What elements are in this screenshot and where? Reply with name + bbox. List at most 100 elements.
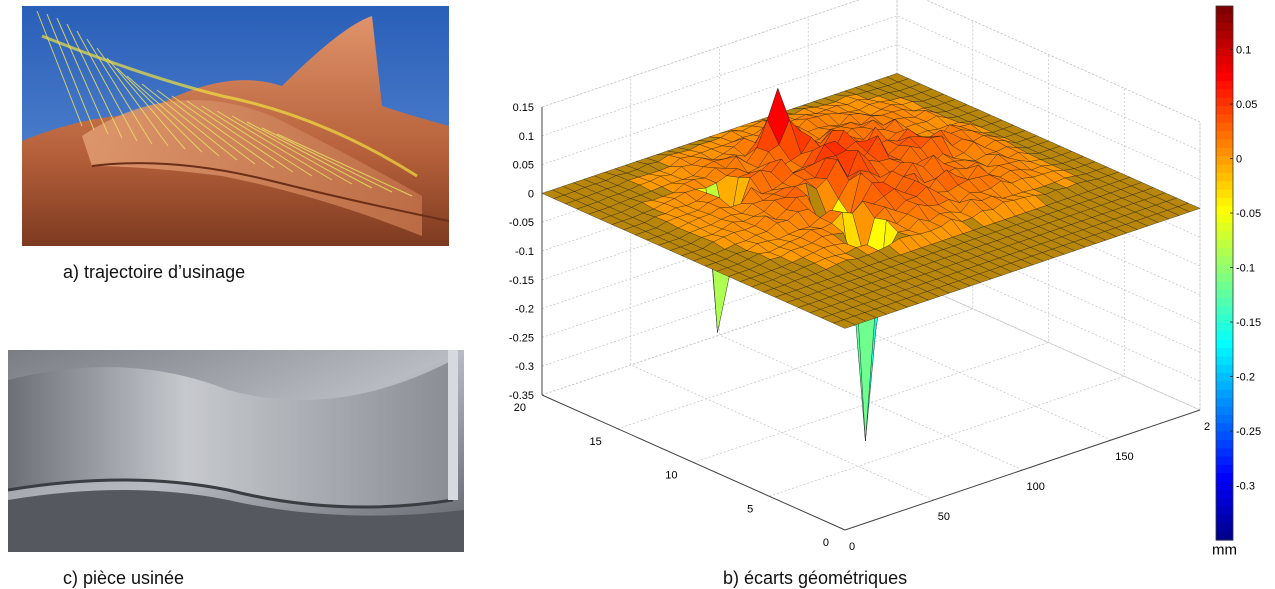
colorbar-segment — [1216, 106, 1233, 116]
colorbar-tick-label: -0.3 — [1236, 481, 1255, 493]
colorbar-segment — [1216, 81, 1233, 91]
grid-line — [541, 245, 1201, 382]
z-tick-label: 0.05 — [513, 160, 534, 172]
colorbar-segment — [1216, 72, 1233, 82]
colorbar: 0.1 0.05 0 -0.05 -0.1 -0.15 -0.2 -0.25 -0.3 mm — [1212, 5, 1261, 558]
colorbar-segment — [1216, 47, 1233, 57]
colorbar-segment — [1216, 364, 1233, 374]
axis-ticks: 0.15 0.1 0.05 0 -0.05 -0.1 -0.15 -0.2 -0.25 -0.3 -… — [509, 102, 1210, 553]
colorbar-segment — [1216, 448, 1233, 458]
x-tick-label: 0 — [849, 541, 855, 553]
colorbar-segment — [1216, 89, 1233, 99]
colorbar-tick-label: 0.1 — [1236, 45, 1251, 57]
colorbar-tick-label: 0 — [1236, 154, 1242, 166]
colorbar-segment — [1216, 439, 1233, 449]
machined-part-photo — [7, 350, 464, 552]
colorbar-segment — [1216, 373, 1233, 383]
colorbar-frame — [1215, 5, 1234, 541]
grid-line — [541, 0, 860, 108]
colorbar-segment — [1216, 489, 1233, 499]
z-tick-label: -0.25 — [509, 332, 534, 344]
colorbar-segment — [1216, 456, 1233, 466]
colorbar-segment — [1216, 264, 1233, 274]
colorbar-segment — [1216, 197, 1233, 207]
colorbar-segment — [1216, 289, 1233, 299]
colorbar-segment — [1216, 64, 1233, 74]
colorbar-segment — [1216, 239, 1233, 249]
grid-line — [541, 0, 1201, 123]
colorbar-segment — [1216, 398, 1233, 408]
colorbar-segment — [1216, 222, 1233, 232]
colorbar-tick-label: 0.05 — [1236, 99, 1257, 111]
axis-line — [541, 394, 846, 531]
colorbar-segment — [1216, 331, 1233, 341]
z-tick-label: -0.05 — [509, 217, 534, 229]
x-tick-label: 50 — [938, 511, 950, 523]
colorbar-segment — [1216, 423, 1233, 433]
colorbar-segment — [1216, 31, 1233, 40]
x-tick-label: 100 — [1027, 481, 1045, 493]
caption-c: c) pièce usinée — [63, 568, 185, 588]
colorbar-tick-label: -0.05 — [1236, 208, 1261, 220]
grid-line — [541, 44, 1201, 180]
colorbar-tick-label: -0.25 — [1236, 426, 1261, 438]
colorbar-segment — [1216, 114, 1233, 124]
colorbar-segment — [1216, 506, 1233, 516]
y-tick-label: 5 — [747, 503, 753, 515]
surface-mesh — [541, 73, 1201, 441]
z-tick-label: 0 — [528, 188, 534, 200]
colorbar-segment — [1216, 481, 1233, 491]
y-tick-label: 10 — [665, 470, 677, 482]
colorbar-segment — [1216, 414, 1233, 424]
colorbar-segment — [1216, 514, 1233, 524]
grid-line — [541, 216, 1201, 353]
colorbar-segment — [1216, 348, 1233, 358]
colorbar-segment — [1216, 189, 1233, 199]
colorbar-segment — [1216, 281, 1233, 291]
colorbar-segment — [1216, 314, 1233, 324]
colorbar-segment — [1216, 473, 1233, 483]
colorbar-segment — [1216, 298, 1233, 307]
grid-line — [617, 20, 974, 430]
colorbar-segment — [1216, 206, 1233, 216]
colorbar-segment — [1216, 97, 1233, 107]
colorbar-segment — [1216, 139, 1233, 149]
grid-line — [541, 188, 1201, 324]
y-tick-label: 0 — [823, 537, 829, 549]
colorbar-segment — [1216, 323, 1233, 333]
colorbar-segment — [1216, 156, 1233, 166]
grid-line — [541, 0, 898, 396]
colorbar-segment — [1216, 389, 1233, 399]
z-tick-label: -0.1 — [515, 246, 534, 258]
colorbar-segment — [1216, 39, 1233, 49]
colorbar-segment — [1216, 381, 1233, 391]
z-tick-label: -0.35 — [509, 390, 534, 402]
colorbar-segment — [1216, 339, 1233, 349]
colorbar-segment — [1216, 22, 1233, 32]
colorbar-segment — [1216, 14, 1233, 24]
grid-line — [541, 15, 1201, 152]
colorbar-segment — [1216, 273, 1233, 282]
grid-line — [769, 88, 1125, 497]
surface-chart: 0.15 0.1 0.05 0 -0.05 -0.1 -0.15 -0.2 -0.25 -0.3-… — [490, 0, 1275, 560]
colorbar-tick-label: -0.1 — [1236, 263, 1255, 275]
colorbar-unit-label: mm — [1212, 541, 1237, 558]
colorbar-segment — [1216, 122, 1233, 132]
toolpath-image — [22, 6, 450, 246]
z-tick-label: 0.1 — [519, 131, 534, 143]
colorbar-tick-label: -0.15 — [1236, 317, 1261, 329]
x-tick-label: 150 — [1115, 451, 1133, 463]
colorbar-segment — [1216, 531, 1233, 541]
z-tick-label: -0.15 — [509, 275, 534, 287]
colorbar-segment — [1216, 256, 1233, 266]
colorbar-segment — [1216, 406, 1233, 416]
colorbar-segment — [1216, 214, 1233, 224]
caption-a: a) trajectoire d’usinage — [63, 262, 246, 282]
surface-cell — [832, 319, 856, 329]
y-tick-label: 20 — [514, 402, 526, 414]
colorbar-segment — [1216, 172, 1233, 182]
colorbar-segment — [1216, 181, 1233, 191]
colorbar-segment — [1216, 56, 1233, 66]
z-tick-label: 0.15 — [513, 102, 534, 114]
colorbar-segment — [1216, 431, 1233, 441]
